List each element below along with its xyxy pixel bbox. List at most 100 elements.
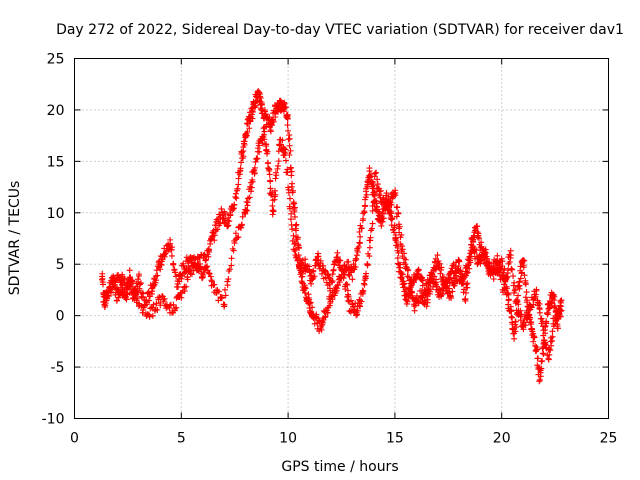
data-point [495,259,502,266]
data-point [168,246,175,253]
data-point [540,351,547,358]
data-point [336,257,343,264]
data-point [340,268,347,275]
data-point [482,246,489,253]
data-point [286,142,293,149]
data-point [289,226,296,233]
data-point [140,294,147,301]
data-point [167,240,174,247]
data-point [178,294,185,301]
data-point [220,215,227,222]
data-point [280,108,287,115]
data-point [184,276,191,283]
data-point [512,328,519,335]
data-point [214,226,221,233]
data-point [491,268,498,275]
y-tick-label: -10 [42,412,65,428]
data-point [374,176,381,183]
data-point [171,305,178,312]
data-point [287,165,294,172]
data-point [235,234,242,241]
data-point [260,125,267,132]
data-point [279,137,286,144]
data-point [510,273,517,280]
data-point [310,267,317,274]
data-point [294,236,301,243]
data-point [376,191,383,198]
data-point [248,184,255,191]
data-point [149,312,156,319]
data-point [222,292,229,299]
data-point [273,172,280,179]
data-point [359,290,366,297]
data-point [270,117,277,124]
data-point [301,284,308,291]
data-point [394,255,401,262]
data-point [306,300,313,307]
data-point [207,273,214,280]
data-point [391,222,398,229]
data-point [244,202,251,209]
data-point [285,186,292,193]
data-point [264,159,271,166]
data-point [487,272,494,279]
data-point [259,140,266,147]
data-point [222,211,229,218]
data-point [343,281,350,288]
data-point [558,297,565,304]
data-point [196,260,203,267]
data-point [282,104,289,111]
data-point [427,288,434,295]
data-point [486,258,493,265]
data-point [374,203,381,210]
data-point [173,304,180,311]
data-point [536,376,543,383]
data-point [154,272,161,279]
data-point [548,300,555,307]
data-point [538,358,545,365]
data-point [464,280,471,287]
x-axis-label: GPS time / hours [281,459,398,475]
data-point [399,271,406,278]
data-point [409,294,416,301]
data-point [554,316,561,323]
data-point [352,257,359,264]
data-point [345,258,352,265]
data-point [464,269,471,276]
data-point [533,287,540,294]
data-point [123,296,130,303]
data-point [139,309,146,316]
data-point [258,100,265,107]
data-point [339,267,346,274]
data-point [391,190,398,197]
data-point [341,271,348,278]
data-point [473,247,480,254]
data-point [557,313,564,320]
data-point [459,278,466,285]
data-point [548,342,555,349]
data-point [282,150,289,157]
data-point [215,288,222,295]
data-point [550,323,557,330]
data-point [201,251,208,258]
data-point [289,180,296,187]
data-point [234,234,241,241]
data-point [154,307,161,314]
data-point [457,267,464,274]
data-point [233,195,240,202]
data-point [536,378,543,385]
data-point [551,302,558,309]
data-point [423,303,430,310]
data-point [370,199,377,206]
data-point [367,171,374,178]
data-point [291,213,298,220]
data-point [483,253,490,260]
data-point [211,237,218,244]
data-point [330,266,337,273]
data-point [345,293,352,300]
data-point [150,283,157,290]
data-point [346,272,353,279]
x-tick-label: 25 [600,431,618,447]
data-point [517,263,524,270]
data-point [205,270,212,277]
